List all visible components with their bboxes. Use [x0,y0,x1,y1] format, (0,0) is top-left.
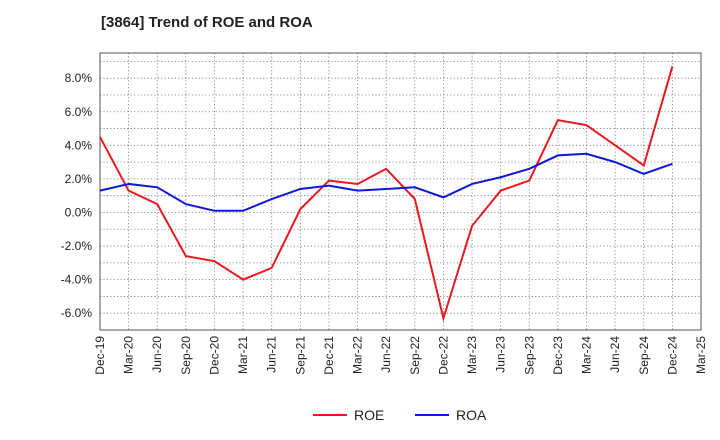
x-tick-label: Sep-24 [637,336,651,375]
y-tick-label: -2.0% [61,239,93,253]
legend-label-roa: ROA [456,407,487,423]
y-tick-label: -4.0% [61,273,93,287]
y-tick-label: 6.0% [65,105,93,119]
x-tick-label: Jun-23 [494,336,508,373]
series-line-roe [99,66,674,323]
x-tick-label: Jun-20 [150,336,164,373]
x-tick-label: Sep-21 [293,336,307,375]
y-tick-label: 4.0% [65,138,93,152]
series-line-roa [99,152,673,212]
x-tick-label: Jun-22 [379,336,393,373]
y-axis-tick-labels: -6.0% -4.0% -2.0% 0.0% 2.0% 4.0% 6.0% 8.0% [61,71,93,320]
y-tick-label: -6.0% [61,306,93,320]
x-tick-label: Dec-22 [436,336,450,375]
x-tick-label: Sep-20 [179,336,193,375]
x-tick-label: Mar-22 [351,336,365,374]
x-tick-label: Dec-23 [551,336,565,375]
x-tick-label: Mar-23 [465,336,479,374]
x-tick-label: Dec-19 [93,336,107,375]
series-lines [99,66,674,323]
legend-label-roe: ROE [354,407,384,423]
x-tick-label: Sep-23 [522,336,536,375]
x-tick-label: Mar-25 [694,336,708,374]
x-tick-label: Dec-24 [665,336,679,375]
chart-title: [3864] Trend of ROE and ROA [101,14,313,31]
x-tick-label: Mar-20 [122,336,136,374]
x-tick-label: Mar-24 [580,336,594,374]
y-tick-label: 8.0% [65,71,93,85]
x-tick-label: Jun-21 [265,336,279,373]
x-tick-label: Sep-22 [408,336,422,375]
legend: ROE ROA [313,407,487,423]
y-tick-label: 0.0% [65,205,93,219]
x-tick-label: Jun-24 [608,336,622,373]
x-tick-label: Mar-21 [236,336,250,374]
x-tick-label: Dec-20 [207,336,221,375]
plot-area-frame [99,52,702,331]
x-tick-label: Dec-21 [322,336,336,375]
y-tick-label: 2.0% [65,172,93,186]
gridlines [100,53,701,331]
x-axis-tick-labels: Dec-19 Mar-20 Jun-20 Sep-20 Dec-20 Mar-21 Jun-… [93,336,708,375]
